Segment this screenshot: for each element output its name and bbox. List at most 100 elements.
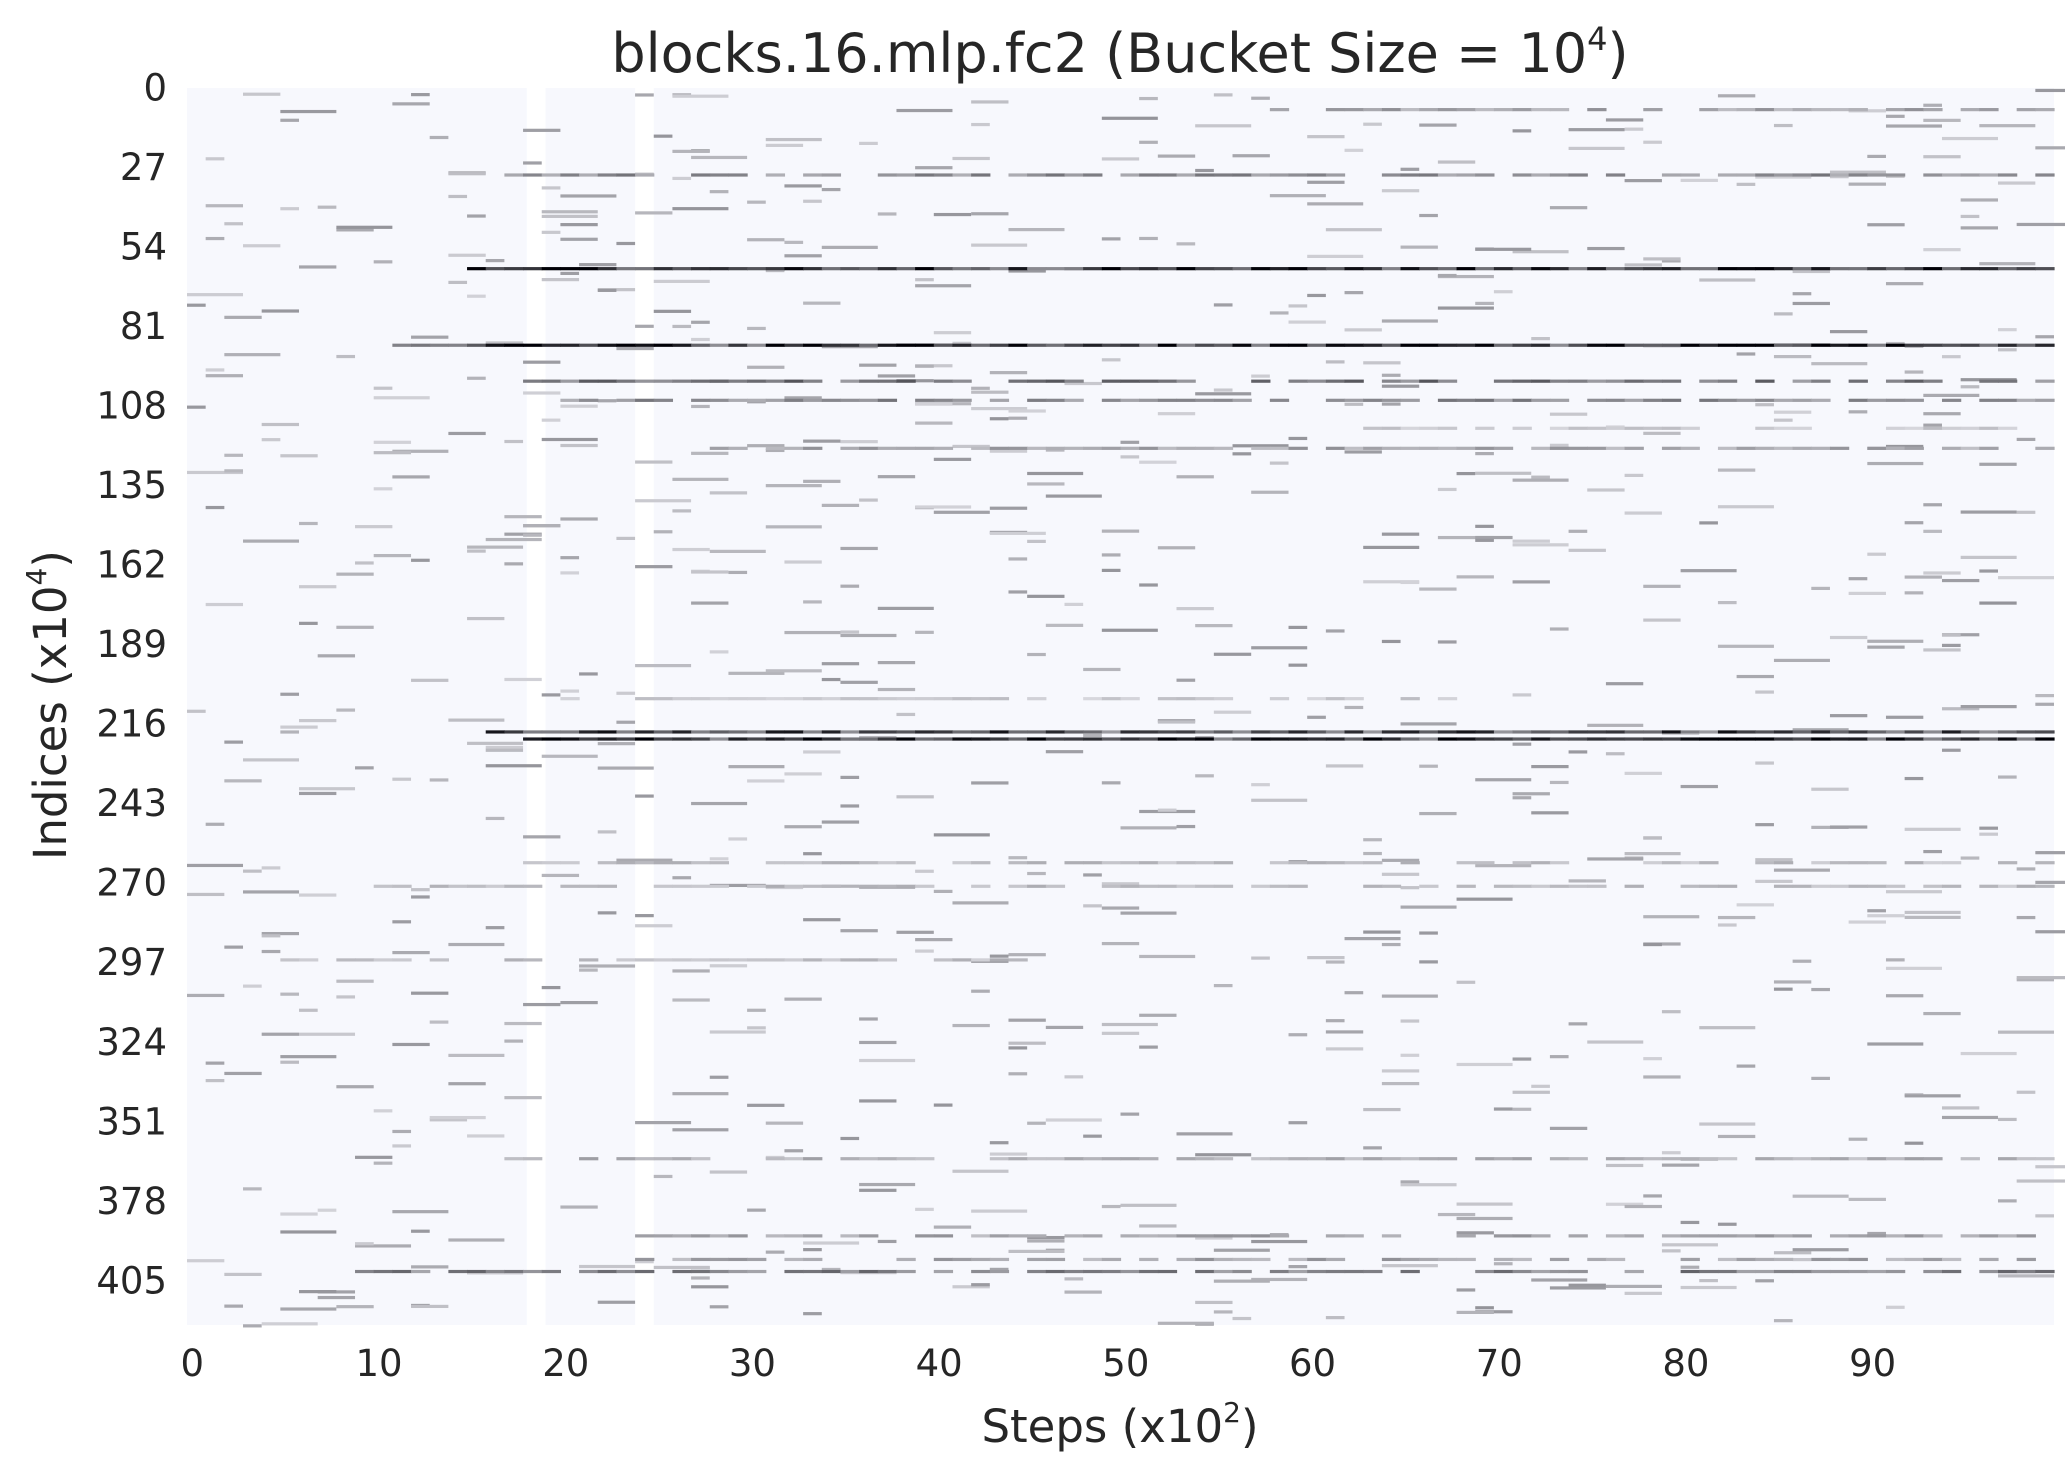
heatmap-streak-cell xyxy=(1736,1269,1756,1274)
heatmap-streak-cell xyxy=(429,884,449,888)
heatmap-cell xyxy=(1213,984,1233,988)
heatmap-cell xyxy=(672,207,729,211)
heatmap-cell xyxy=(1363,545,1420,550)
heatmap-cell xyxy=(877,1239,897,1244)
heatmap-cell xyxy=(411,335,449,339)
heatmap-cell xyxy=(1325,1019,1345,1023)
heatmap-cell xyxy=(765,268,785,273)
heatmap-streak-cell xyxy=(933,1257,954,1262)
heatmap-streak-cell xyxy=(989,697,1010,701)
heatmap-streak-cell xyxy=(1288,343,1308,347)
heatmap-cell xyxy=(205,368,225,372)
heatmap-streak-cell xyxy=(1269,730,1290,734)
heatmap-streak-cell xyxy=(1008,730,1028,734)
heatmap-streak-cell xyxy=(1661,426,1682,430)
heatmap-cell xyxy=(1755,175,1812,179)
heatmap-cell xyxy=(1624,127,1644,131)
heatmap-cell xyxy=(821,820,860,824)
heatmap-streak-cell xyxy=(971,958,991,962)
heatmap-cell xyxy=(1101,553,1121,557)
heatmap-streak-cell xyxy=(1307,1257,1327,1262)
heatmap-cell xyxy=(187,709,206,713)
heatmap-streak-cell xyxy=(1251,173,1271,177)
heatmap-cell xyxy=(1456,1231,1494,1235)
heatmap-cell xyxy=(1699,1279,1718,1283)
heatmap-cell xyxy=(541,418,561,422)
heatmap-streak-cell xyxy=(1475,343,1495,347)
heatmap-cell xyxy=(1437,1212,1476,1217)
heatmap-cell xyxy=(1923,412,1961,416)
heatmap-cell xyxy=(1717,1222,1737,1226)
y-tick-label: 216 xyxy=(96,703,167,746)
heatmap-streak-cell xyxy=(1008,1157,1028,1161)
heatmap-streak-cell xyxy=(1979,1234,1999,1238)
heatmap-cell xyxy=(1232,452,1252,456)
heatmap-cell xyxy=(1008,557,1028,561)
heatmap-cell xyxy=(1120,455,1140,459)
heatmap-streak-cell xyxy=(597,1269,618,1274)
heatmap-streak-cell xyxy=(1251,1234,1271,1238)
heatmap-streak-cell xyxy=(896,1257,916,1262)
heatmap-streak-cell xyxy=(877,446,898,450)
heatmap-streak-cell xyxy=(747,884,767,888)
heatmap-streak-cell xyxy=(560,697,580,701)
heatmap-cell xyxy=(1101,1031,1140,1035)
heatmap-streak-cell xyxy=(1736,173,1756,177)
heatmap-streak-cell xyxy=(523,884,543,888)
heatmap-streak-cell xyxy=(672,884,692,888)
heatmap-streak-cell xyxy=(915,1157,935,1161)
heatmap-streak-cell xyxy=(1101,267,1122,271)
heatmap-cell xyxy=(709,883,766,888)
heatmap-cell xyxy=(1829,825,1868,829)
heatmap-streak-cell xyxy=(1083,1269,1103,1274)
heatmap-streak-cell xyxy=(1661,1157,1682,1161)
heatmap-streak-cell xyxy=(840,398,860,402)
heatmap-streak-cell xyxy=(840,1269,860,1274)
heatmap-streak-cell xyxy=(1213,737,1234,741)
heatmap-cell xyxy=(485,816,505,821)
heatmap-streak-cell xyxy=(1101,343,1122,347)
heatmap-cell xyxy=(1661,1010,1681,1014)
heatmap-cell xyxy=(1381,189,1420,193)
heatmap-streak-cell xyxy=(1400,398,1420,402)
heatmap-streak-cell xyxy=(784,398,804,402)
heatmap-streak-cell xyxy=(877,398,898,402)
heatmap-streak-cell xyxy=(1755,267,1775,271)
heatmap-streak-cell xyxy=(523,861,543,865)
heatmap-streak-cell xyxy=(1400,730,1420,734)
heatmap-cell xyxy=(952,444,990,449)
heatmap-cell xyxy=(1101,906,1140,910)
heatmap-streak-cell xyxy=(1475,267,1495,271)
heatmap-streak-cell xyxy=(1979,173,1999,177)
heatmap-streak-cell xyxy=(1363,884,1383,888)
heatmap-cell xyxy=(243,1324,262,1328)
heatmap-streak-cell xyxy=(1568,1234,1588,1238)
heatmap-cell xyxy=(1867,1231,1886,1236)
heatmap-streak-cell xyxy=(1045,267,1066,271)
heatmap-streak-cell xyxy=(1251,1257,1271,1262)
heatmap-cell xyxy=(1512,543,1569,547)
heatmap-streak-cell xyxy=(1624,737,1644,741)
x-tick-label: 30 xyxy=(729,1342,776,1385)
heatmap-cell xyxy=(859,1099,897,1103)
heatmap-cell xyxy=(1997,576,2054,580)
heatmap-cell xyxy=(1176,1132,1233,1136)
heatmap-streak-cell xyxy=(1232,737,1252,741)
heatmap-cell xyxy=(1381,532,1420,536)
heatmap-cell xyxy=(971,781,1009,785)
heatmap-streak-cell xyxy=(1157,343,1178,347)
heatmap-cell xyxy=(1139,236,1158,241)
heatmap-streak-cell xyxy=(373,884,393,888)
heatmap-streak-cell xyxy=(1643,267,1663,271)
heatmap-streak-cell xyxy=(1587,730,1607,734)
heatmap-streak-cell xyxy=(1643,108,1663,112)
heatmap-cell xyxy=(1325,1316,1345,1320)
heatmap-streak-cell xyxy=(1027,697,1047,701)
heatmap-streak-cell xyxy=(1904,730,1924,734)
heatmap-streak-cell xyxy=(1885,173,1906,177)
heatmap-streak-cell xyxy=(896,861,916,865)
heatmap-cell xyxy=(560,404,598,408)
heatmap-streak-cell xyxy=(1885,108,1906,112)
heatmap-cell xyxy=(877,475,916,479)
heatmap-cell xyxy=(1157,412,1196,416)
